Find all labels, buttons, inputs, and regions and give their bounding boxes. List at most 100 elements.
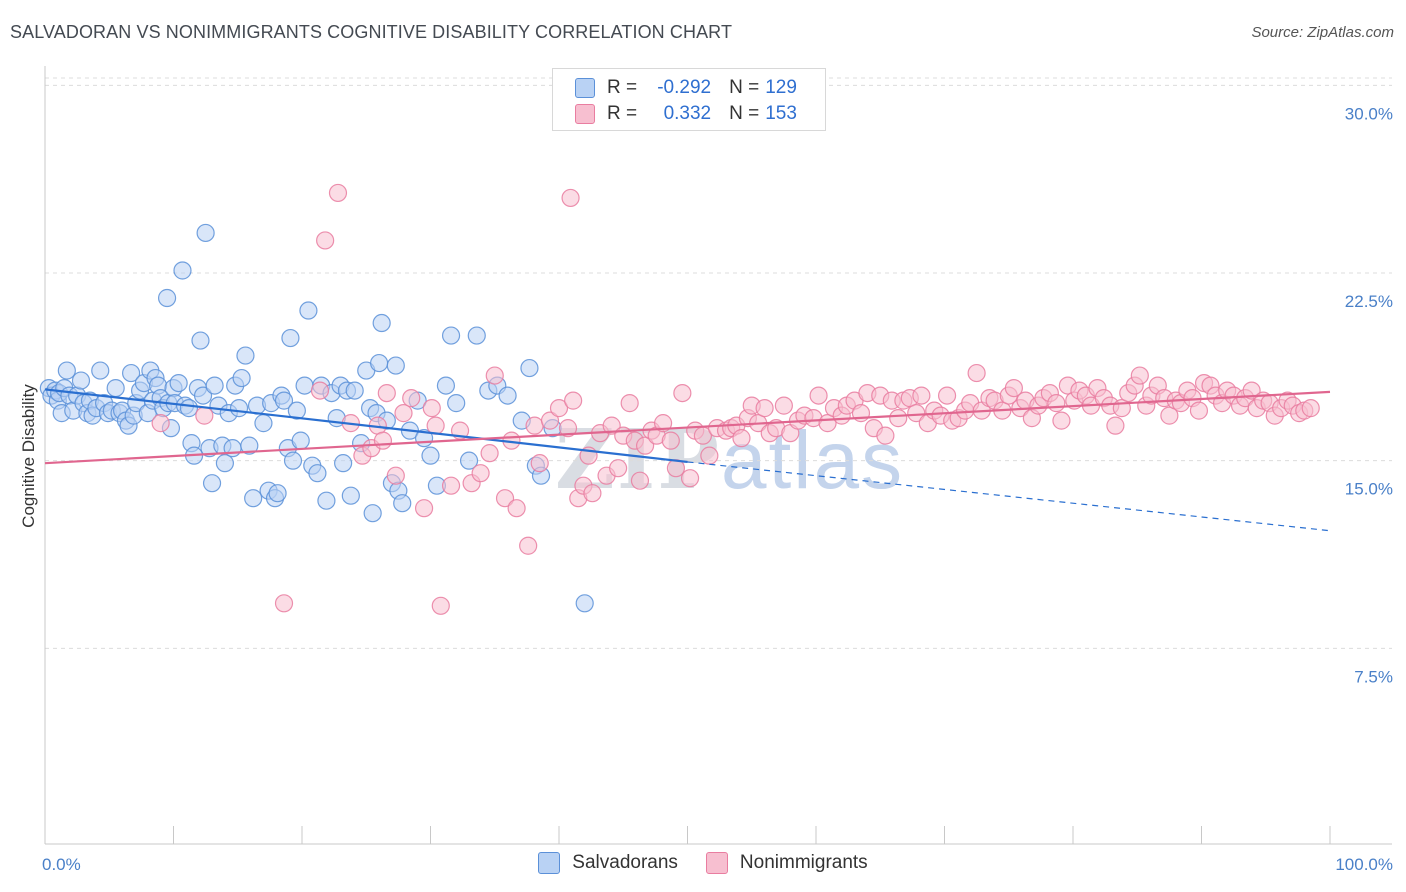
nonimmigrant-point-0 (151, 414, 170, 433)
nonimmigrant-point-31 (540, 411, 560, 430)
salvadoran-point-83 (308, 464, 327, 483)
salvadorans-trend-extension (687, 461, 1331, 532)
nonimmigrant-point-70 (774, 396, 793, 415)
nonimmigrant-point-146 (1242, 381, 1261, 400)
salvadoran-point-104 (393, 494, 412, 513)
nonimmigrants-legend-swatch (705, 852, 728, 874)
salvadoran-point-65 (240, 436, 259, 455)
x-tick-label-0: 0.0% (42, 855, 81, 874)
nonimmigrant-point-113 (1047, 394, 1066, 413)
nonimmigrant-point-39 (583, 484, 602, 503)
nonimmigrant-point-106 (1004, 378, 1023, 398)
nonimmigrant-point-58 (700, 446, 719, 465)
salvadoran-point-91 (341, 486, 360, 505)
nonimmigrant-point-23 (480, 444, 499, 463)
nonimmigrant-point-15 (414, 499, 434, 518)
axes (44, 66, 1392, 845)
nonimmigrant-point-29 (525, 416, 544, 435)
chart-title: SALVADORAN VS NONIMMIGRANTS COGNITIVE DI… (10, 22, 733, 42)
nonimmigrant-point-42 (602, 416, 621, 435)
salvadoran-point-89 (334, 454, 353, 473)
salvadorans-legend-label: Salvadorans (572, 852, 678, 873)
nonimmigrant-point-28 (519, 536, 538, 555)
nonimmigrant-point-18 (431, 596, 450, 615)
salvadoran-point-99 (372, 313, 391, 333)
salvadoran-point-96 (363, 504, 382, 523)
salvadoran-point-11 (71, 371, 91, 390)
nonimmigrant-point-25 (495, 489, 515, 508)
salvadoran-point-114 (467, 326, 486, 345)
nonimmigrant-point-22 (471, 464, 490, 483)
nonimmigrant-point-12 (386, 466, 405, 485)
nonimmigrant-point-137 (1189, 401, 1209, 420)
legend-row-nonimmigrants: R = 0.332 N = 153 (575, 102, 797, 126)
legend-item-salvadorans[interactable]: Salvadorans (538, 852, 678, 874)
nonimmigrant-point-85 (876, 426, 895, 445)
nonimmigrant-point-51 (653, 414, 673, 433)
correlation-legend: R = -0.292 N = 129 R = 0.332 N = 153 (552, 68, 826, 131)
salvadoran-point-55 (205, 376, 224, 395)
nonimmigrant-point-54 (673, 383, 692, 403)
nonimmigrant-point-114 (1052, 411, 1071, 430)
nonimmigrant-point-43 (609, 459, 628, 478)
salvadoran-point-7 (57, 361, 76, 380)
series-legend: Salvadorans Nonimmigrants (0, 852, 1406, 874)
nonimmigrant-point-67 (755, 399, 774, 418)
nonimmigrant-point-35 (564, 391, 583, 410)
salvadoran-point-74 (274, 391, 294, 410)
trend-lines (44, 388, 1331, 532)
nonimmigrant-point-48 (635, 436, 655, 455)
y-tick-label-3: 30.0% (1345, 104, 1393, 123)
nonimmigrant-point-52 (661, 431, 680, 450)
salvadoran-point-119 (520, 358, 539, 378)
r-label: R = (607, 103, 638, 124)
salvadoran-point-92 (345, 381, 364, 400)
salvadoran-point-38 (157, 288, 177, 308)
nonimmigrants-swatch (575, 104, 595, 124)
salvadoran-point-54 (202, 474, 222, 493)
salvadoran-point-68 (254, 414, 273, 433)
salvadoran-point-110 (436, 376, 456, 395)
salvadoran-point-46 (179, 399, 199, 418)
salvadoran-point-51 (193, 386, 213, 405)
nonimmigrant-point-14 (402, 389, 421, 408)
salvadoran-point-21 (106, 378, 125, 398)
n-label: N = (729, 103, 760, 124)
x-tick-label-1: 100.0% (1335, 855, 1393, 874)
salvadoran-point-111 (441, 326, 461, 345)
nonimmigrant-point-17 (426, 416, 445, 435)
nonimmigrant-point-90 (907, 404, 926, 423)
salvadorans-swatch (575, 78, 595, 98)
nonimmigrant-point-87 (889, 409, 908, 428)
salvadoran-point-108 (421, 446, 440, 465)
y-tick-label-1: 15.0% (1345, 480, 1393, 499)
salvadorans-points (39, 223, 594, 613)
nonimmigrant-point-34 (561, 188, 580, 208)
nonimmigrant-point-33 (558, 419, 578, 438)
salvadoran-point-123 (575, 594, 594, 613)
salvadorans-trend-line (44, 388, 688, 464)
salvadoran-point-78 (287, 401, 306, 420)
legend-row-salvadorans: R = -0.292 N = 129 (575, 76, 797, 100)
y-axis-label: Cognitive Disability (19, 384, 38, 528)
nonimmigrant-point-63 (732, 429, 751, 448)
nonimmigrant-point-45 (620, 394, 639, 413)
nonimmigrant-point-156 (1301, 399, 1320, 418)
salvadoran-point-77 (283, 451, 303, 470)
salvadoran-point-112 (447, 394, 466, 413)
legend-item-nonimmigrants[interactable]: Nonimmigrants (705, 852, 868, 874)
salvadoran-point-79 (291, 431, 310, 450)
nonimmigrant-point-4 (316, 231, 335, 250)
nonimmigrant-point-75 (809, 386, 828, 405)
nonimmigrant-point-91 (912, 386, 931, 405)
nonimmigrant-point-95 (937, 386, 957, 405)
n-value-salvadorans: 129 (765, 77, 797, 98)
salvadoran-point-85 (317, 491, 336, 510)
nonimmigrant-point-32 (549, 399, 569, 418)
r-value-nonimmigrants: 0.332 (663, 103, 712, 124)
nonimmigrant-point-47 (630, 471, 650, 490)
salvadoran-point-44 (173, 261, 192, 280)
salvadoran-point-52 (196, 223, 215, 243)
source-label: Source: ZipAtlas.com (1251, 24, 1394, 41)
salvadoran-point-81 (299, 301, 318, 320)
